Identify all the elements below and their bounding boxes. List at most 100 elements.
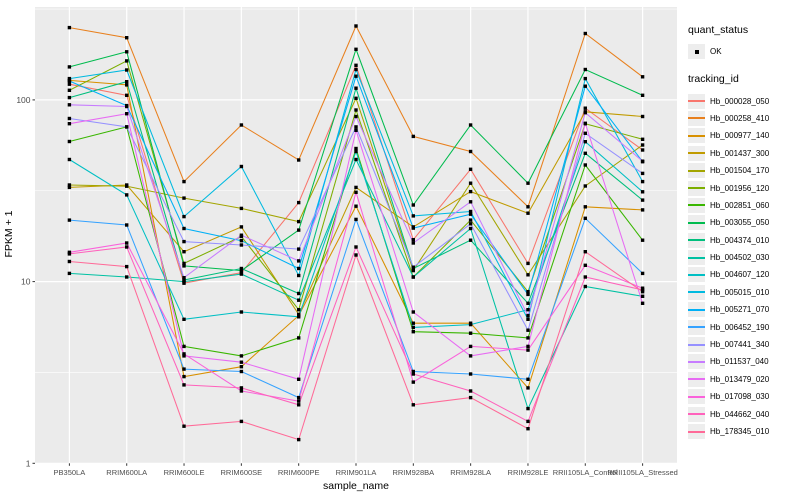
legend-line-key-icon <box>688 180 705 196</box>
series-color-line <box>688 273 705 276</box>
data-point-Hb_003055_050 <box>411 203 415 207</box>
legend-item-label: Hb_002851_060 <box>710 200 770 210</box>
legend-line-key-icon <box>688 215 705 231</box>
legend-item-Hb_000028_050[interactable]: Hb_000028_050 <box>688 92 800 109</box>
data-point-Hb_005015_010 <box>67 76 72 81</box>
data-point-Hb_000258_410 <box>67 25 72 30</box>
data-point-Hb_004502_030 <box>583 284 587 289</box>
data-point-Hb_006452_190 <box>640 271 645 276</box>
data-point-Hb_001504_170 <box>239 206 244 211</box>
data-point-Hb_005271_070 <box>411 226 415 230</box>
data-point-Hb_017098_030 <box>411 380 415 384</box>
data-point-Hb_007441_340 <box>526 328 530 332</box>
legend-item-label: Hb_000258_410 <box>710 113 770 123</box>
data-point-Hb_000028_050 <box>468 167 473 171</box>
legend-item-Hb_178345_010[interactable]: Hb_178345_010 <box>688 423 800 440</box>
data-point-Hb_000977_140 <box>411 321 415 325</box>
data-point-Hb_044662_040 <box>67 252 72 256</box>
data-point-Hb_005271_070 <box>526 292 530 297</box>
legend-line-key-icon <box>688 337 705 353</box>
legend-item-label: Hb_005015_010 <box>710 287 770 297</box>
data-point-Hb_003055_050 <box>468 123 473 127</box>
legend-item-label: Hb_005271_070 <box>710 305 770 315</box>
x-tick-label: RRIM600SE <box>221 468 263 477</box>
data-point-Hb_000258_410 <box>583 31 587 36</box>
data-point-Hb_000028_050 <box>526 261 530 266</box>
data-point-Hb_001956_120 <box>526 290 530 294</box>
legend-item-label: Hb_000977_140 <box>710 131 770 141</box>
legend-item-Hb_001437_300[interactable]: Hb_001437_300 <box>688 145 800 162</box>
legend-item-Hb_005015_010[interactable]: Hb_005015_010 <box>688 284 800 301</box>
legend-item-label: Hb_004502_030 <box>710 253 770 263</box>
data-point-Hb_003055_050 <box>640 93 645 97</box>
data-point-Hb_178345_010 <box>297 437 301 442</box>
data-point-Hb_007441_340 <box>125 125 129 129</box>
data-point-Hb_000977_140 <box>526 386 530 390</box>
legend-item-label: Hb_001956_120 <box>710 183 770 193</box>
legend-item-Hb_013479_020[interactable]: Hb_013479_020 <box>688 371 800 388</box>
series-color-line <box>688 100 705 103</box>
data-point-Hb_044662_040 <box>297 403 301 407</box>
data-point-Hb_004607_120 <box>468 322 473 327</box>
series-color-line <box>688 152 705 155</box>
data-point-Hb_004607_120 <box>125 193 129 197</box>
legend-item-Hb_001504_170[interactable]: Hb_001504_170 <box>688 162 800 179</box>
data-point-Hb_044662_040 <box>354 245 358 249</box>
data-point-Hb_001437_300 <box>182 250 186 254</box>
data-point-Hb_000028_050 <box>67 82 72 86</box>
data-point-Hb_007441_340 <box>354 125 358 129</box>
data-point-Hb_178345_010 <box>125 264 129 269</box>
data-point-Hb_001504_170 <box>583 184 587 188</box>
data-point-Hb_004374_010 <box>526 301 530 305</box>
data-point-Hb_005015_010 <box>583 76 587 81</box>
legend-item-Hb_000977_140[interactable]: Hb_000977_140 <box>688 127 800 144</box>
legend-item-quant-status-ok[interactable]: OK <box>688 43 800 60</box>
legend-item-Hb_004607_120[interactable]: Hb_004607_120 <box>688 266 800 283</box>
data-point-Hb_005015_010 <box>640 179 645 184</box>
data-point-Hb_001437_300 <box>239 225 244 229</box>
data-point-Hb_002851_060 <box>297 336 301 340</box>
legend-item-Hb_011537_040[interactable]: Hb_011537_040 <box>688 353 800 370</box>
data-point-Hb_002851_060 <box>67 139 72 144</box>
legend-line-key-icon <box>688 389 705 405</box>
data-point-Hb_001504_170 <box>411 268 415 273</box>
data-point-Hb_005271_070 <box>297 266 301 271</box>
data-point-Hb_004502_030 <box>182 279 186 284</box>
y-tick-label: 100 <box>16 95 30 105</box>
legend-item-Hb_002851_060[interactable]: Hb_002851_060 <box>688 197 800 214</box>
data-point-Hb_004374_010 <box>640 198 645 202</box>
data-point-Hb_000028_050 <box>297 200 301 205</box>
data-point-Hb_003055_050 <box>583 67 587 72</box>
legend-line-key-icon <box>688 406 705 422</box>
legend-item-label: Hb_000028_050 <box>710 96 770 106</box>
legend-item-label: Hb_178345_010 <box>710 427 770 436</box>
legend-item-Hb_004502_030[interactable]: Hb_004502_030 <box>688 249 800 266</box>
legend-item-Hb_001956_120[interactable]: Hb_001956_120 <box>688 179 800 196</box>
data-point-Hb_044662_040 <box>526 419 530 424</box>
legend-item-Hb_000258_410[interactable]: Hb_000258_410 <box>688 110 800 127</box>
legend-item-Hb_017098_030[interactable]: Hb_017098_030 <box>688 388 800 405</box>
data-point-Hb_013479_020 <box>125 112 129 116</box>
data-point-Hb_005271_070 <box>468 212 473 216</box>
data-point-Hb_001956_120 <box>468 218 473 222</box>
data-point-Hb_003055_050 <box>182 264 186 268</box>
data-point-Hb_005015_010 <box>297 273 301 278</box>
data-point-Hb_004607_120 <box>297 315 301 319</box>
data-point-Hb_000258_410 <box>468 149 473 154</box>
data-point-Hb_006452_190 <box>67 218 72 222</box>
legend-item-Hb_007441_340[interactable]: Hb_007441_340 <box>688 336 800 353</box>
legend-item-Hb_004374_010[interactable]: Hb_004374_010 <box>688 232 800 249</box>
data-point-Hb_011537_040 <box>125 104 129 109</box>
data-point-Hb_017098_030 <box>125 241 129 245</box>
data-point-Hb_017098_030 <box>526 348 530 352</box>
legend-item-Hb_044662_040[interactable]: Hb_044662_040 <box>688 405 800 422</box>
data-point-Hb_006452_190 <box>297 395 301 400</box>
data-point-Hb_005271_070 <box>583 84 587 88</box>
legend-item-Hb_006452_190[interactable]: Hb_006452_190 <box>688 318 800 335</box>
data-point-Hb_007441_340 <box>239 243 244 247</box>
legend-title-tracking-id: tracking_id <box>688 73 739 86</box>
data-point-Hb_004607_120 <box>640 190 645 194</box>
data-point-Hb_004502_030 <box>640 294 645 298</box>
legend-item-Hb_003055_050[interactable]: Hb_003055_050 <box>688 214 800 231</box>
legend-item-Hb_005271_070[interactable]: Hb_005271_070 <box>688 301 800 318</box>
